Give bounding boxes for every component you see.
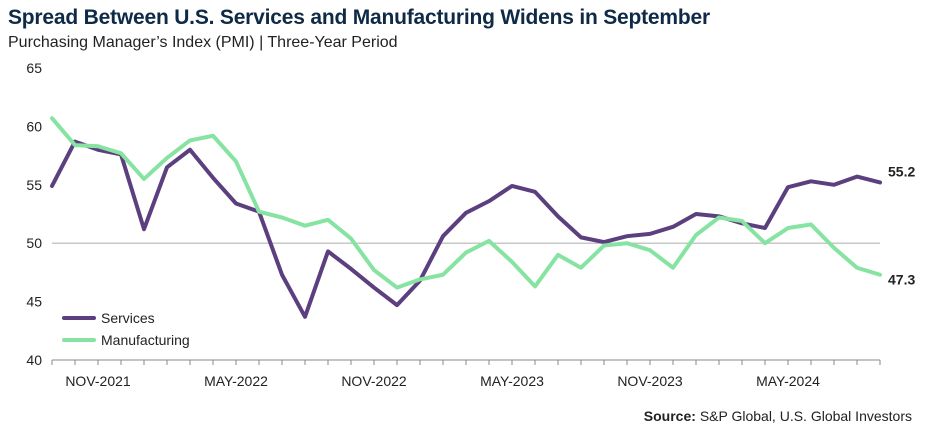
series-lines (50, 116, 882, 319)
end-label-services: 55.2 (888, 163, 915, 179)
x-tick-label: MAY-2023 (480, 373, 544, 389)
end-label-manufacturing: 47.3 (888, 272, 915, 288)
y-tick-label: 50 (26, 235, 42, 251)
x-tick-label: MAY-2022 (204, 373, 268, 389)
source-label: Source: (643, 408, 696, 424)
series-line-services (50, 139, 882, 319)
x-axis-ticks: NOV-2021 MAY-2022 NOV-2022 MAY-2023 NOV-2023… (51, 360, 881, 389)
x-tick-label: NOV-2021 (65, 373, 131, 389)
chart-subtitle: Purchasing Manager’s Index (PMI) | Three… (8, 34, 398, 51)
source-note: Source: S&P Global, U.S. Global Investor… (644, 408, 912, 424)
x-tick-label: MAY-2024 (756, 373, 820, 389)
legend-label-services: Services (101, 310, 155, 326)
series-line-manufacturing (50, 116, 882, 290)
y-axis-ticks: 40 45 50 55 60 65 (26, 60, 42, 368)
chart-title: Spread Between U.S. Services and Manufac… (8, 6, 710, 29)
y-tick-label: 65 (26, 60, 42, 76)
y-tick-label: 55 (26, 177, 42, 193)
legend-label-manufacturing: Manufacturing (101, 332, 190, 348)
end-labels: 55.2 47.3 (888, 163, 915, 287)
source-text: S&P Global, U.S. Global Investors (699, 408, 912, 424)
legend: Services Manufacturing (62, 310, 190, 348)
y-tick-label: 40 (26, 352, 42, 368)
x-tick-label: NOV-2023 (617, 373, 683, 389)
y-tick-label: 45 (26, 294, 42, 310)
y-tick-label: 60 (26, 118, 42, 134)
x-tick-label: NOV-2022 (341, 373, 407, 389)
